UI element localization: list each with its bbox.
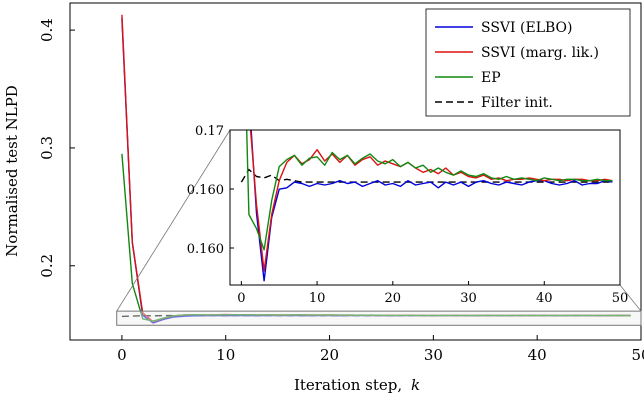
inset-y-tick-label: 0.160 [187,183,224,198]
legend: SSVI (ELBO) SSVI (marg. lik.) EP Filter ini… [425,8,631,117]
zoom-indicator [116,129,642,326]
y-tick-label: 0.4 [38,18,56,42]
x-axis-ticks: 0 10 20 30 40 50 [117,335,644,364]
inset-frame [229,129,621,286]
inset-x-tick-label: 30 [460,291,477,306]
inset-x-tick-label: 40 [536,291,553,306]
x-axis-label: Iteration step, k [294,376,420,394]
inset-background [230,130,620,285]
inset-line-ssvi-elbo- [250,130,613,282]
series-line-ep [121,153,631,322]
plot-area-frame [69,2,642,341]
main-series-group [121,14,631,324]
x-tick-label: 40 [528,346,547,364]
x-axis-label-text: Iteration step, [294,376,402,394]
legend-label: SSVI (ELBO) [481,20,573,36]
inset-line-ep [246,130,613,251]
y-tick-label: 0.3 [38,136,56,160]
x-tick-label: 0 [117,346,127,364]
inset-y-tick-label: 0.17 [195,124,224,139]
x-tick-label: 20 [320,346,339,364]
legend-label: SSVI (marg. lik.) [481,45,599,61]
x-tick-label: 10 [216,346,235,364]
legend-label: Filter init. [481,95,553,111]
inset-y-tick-label: 0.160 [187,242,224,257]
inset-series-group [240,130,613,282]
y-axis-ticks: 0.2 0.3 0.4 [38,18,75,278]
legend-label: EP [481,70,501,86]
inset-x-tick-label: 20 [385,291,402,306]
x-axis-label-symbol: k [411,376,420,394]
zoom-rectangle [116,310,642,326]
inset-x-ticks: 0 10 20 30 40 50 [237,281,628,306]
y-axis-label: Normalised test NLPD [3,85,21,257]
x-tick-label: 30 [424,346,443,364]
inset-x-tick-label: 10 [309,291,326,306]
inset-y-ticks: 0.17 0.160 0.160 [187,124,234,257]
inset-x-tick-label: 50 [612,291,629,306]
inset-x-tick-label: 0 [237,291,245,306]
zoom-connector [116,129,231,312]
zoom-connector [619,284,642,312]
x-tick-label: 50 [631,346,644,364]
y-tick-label: 0.2 [38,254,56,278]
